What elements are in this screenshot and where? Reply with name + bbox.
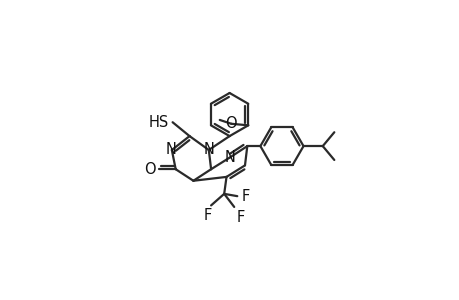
Text: N: N — [224, 150, 235, 165]
Text: HS: HS — [148, 115, 168, 130]
Text: N: N — [203, 142, 214, 158]
Text: O: O — [225, 116, 237, 131]
Text: F: F — [241, 189, 249, 204]
Text: N: N — [165, 142, 176, 158]
Text: F: F — [236, 210, 244, 225]
Text: F: F — [203, 208, 212, 224]
Text: O: O — [144, 162, 155, 177]
